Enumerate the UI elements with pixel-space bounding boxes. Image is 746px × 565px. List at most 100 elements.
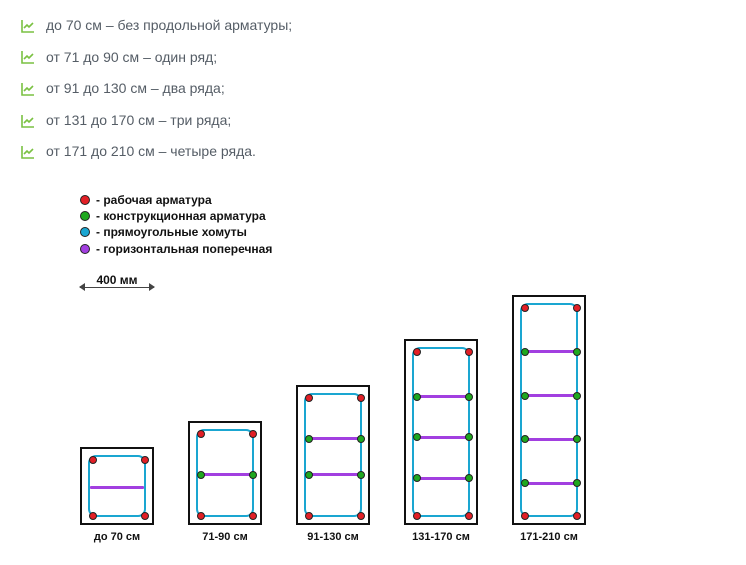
requirements-list: до 70 см – без продольной арматуры; от 7… bbox=[20, 12, 726, 170]
rebar-dot-icon bbox=[465, 512, 473, 520]
stirrup bbox=[412, 347, 470, 517]
rebar-dot-icon bbox=[197, 512, 205, 520]
rebar-dot-icon bbox=[521, 512, 529, 520]
section-column: до 70 см bbox=[80, 447, 154, 543]
rebar-dot-icon bbox=[141, 456, 149, 464]
section-label: 131-170 см bbox=[412, 531, 470, 543]
rebar-dot-icon bbox=[249, 512, 257, 520]
horizontal-bar bbox=[306, 473, 360, 476]
section-label: 71-90 см bbox=[202, 531, 247, 543]
chart-icon bbox=[20, 144, 36, 160]
rebar-dot-icon bbox=[357, 512, 365, 520]
legend-label: - горизонтальная поперечная bbox=[96, 241, 272, 257]
rebar-dot-icon bbox=[521, 348, 529, 356]
section-box bbox=[512, 295, 586, 525]
rebar-dot-icon bbox=[197, 430, 205, 438]
chart-icon bbox=[20, 113, 36, 129]
horizontal-bar bbox=[90, 486, 144, 489]
rebar-dot-icon bbox=[141, 512, 149, 520]
horizontal-bar bbox=[522, 350, 576, 353]
section-column: 71-90 см bbox=[188, 421, 262, 543]
rebar-dot-icon bbox=[521, 392, 529, 400]
horizontal-bar bbox=[198, 473, 252, 476]
rebar-dot-icon bbox=[413, 393, 421, 401]
rebar-dot-icon bbox=[573, 435, 581, 443]
horizontal-bar bbox=[414, 477, 468, 480]
rebar-dot-icon bbox=[89, 512, 97, 520]
section-column: 91-130 см bbox=[296, 385, 370, 543]
section-column: 171-210 см bbox=[512, 295, 586, 543]
section-box bbox=[296, 385, 370, 525]
rebar-dot-icon bbox=[413, 348, 421, 356]
legend-label: - конструкционная арматура bbox=[96, 208, 266, 224]
rebar-dot-icon bbox=[249, 430, 257, 438]
rebar-dot-icon bbox=[413, 474, 421, 482]
rebar-dot-icon bbox=[521, 479, 529, 487]
legend-item: - прямоугольные хомуты bbox=[80, 224, 716, 240]
list-item-text: от 71 до 90 см – один ряд; bbox=[46, 48, 217, 68]
horizontal-bar bbox=[522, 438, 576, 441]
list-item-text: от 171 до 210 см – четыре ряда. bbox=[46, 142, 256, 162]
rebar-dot-icon bbox=[573, 512, 581, 520]
rebar-dot-icon bbox=[249, 471, 257, 479]
section-box bbox=[80, 447, 154, 525]
legend-item: - горизонтальная поперечная bbox=[80, 241, 716, 257]
list-item: от 171 до 210 см – четыре ряда. bbox=[20, 138, 726, 170]
rebar-dot-icon bbox=[465, 393, 473, 401]
list-item: от 91 до 130 см – два ряда; bbox=[20, 75, 726, 107]
section-box bbox=[404, 339, 478, 525]
chart-icon bbox=[20, 18, 36, 34]
rebar-dot-icon bbox=[573, 392, 581, 400]
rebar-dot-icon bbox=[465, 474, 473, 482]
rebar-dot-icon bbox=[465, 433, 473, 441]
chart-icon bbox=[20, 49, 36, 65]
rebar-dot-icon bbox=[573, 304, 581, 312]
section-label: до 70 см bbox=[94, 531, 140, 543]
rebar-dot-icon bbox=[305, 471, 313, 479]
rebar-dot-icon bbox=[521, 304, 529, 312]
rebar-dot-icon bbox=[197, 471, 205, 479]
rebar-dot-icon bbox=[413, 433, 421, 441]
legend-dot-icon bbox=[80, 195, 90, 205]
list-item-text: от 91 до 130 см – два ряда; bbox=[46, 79, 225, 99]
rebar-dot-icon bbox=[357, 394, 365, 402]
rebar-dot-icon bbox=[573, 479, 581, 487]
horizontal-bar bbox=[414, 436, 468, 439]
legend-item: - рабочая арматура bbox=[80, 192, 716, 208]
legend-label: - рабочая арматура bbox=[96, 192, 212, 208]
width-label: 400 мм bbox=[80, 273, 154, 288]
list-item-text: от 131 до 170 см – три ряда; bbox=[46, 111, 231, 131]
stirrup bbox=[520, 303, 578, 517]
rebar-dot-icon bbox=[305, 394, 313, 402]
legend-label: - прямоугольные хомуты bbox=[96, 224, 247, 240]
rebar-dot-icon bbox=[521, 435, 529, 443]
horizontal-bar bbox=[522, 482, 576, 485]
legend-item: - конструкционная арматура bbox=[80, 208, 716, 224]
rebar-dot-icon bbox=[89, 456, 97, 464]
diagram: - рабочая арматура- конструкционная арма… bbox=[20, 188, 726, 553]
horizontal-bar bbox=[522, 394, 576, 397]
legend-dot-icon bbox=[80, 244, 90, 254]
list-item: от 131 до 170 см – три ряда; bbox=[20, 107, 726, 139]
horizontal-bar bbox=[414, 395, 468, 398]
sections-row: до 70 см 71-90 см 91-130 см 131-170 см 171-2… bbox=[80, 295, 716, 543]
legend-dot-icon bbox=[80, 211, 90, 221]
section-label: 171-210 см bbox=[520, 531, 578, 543]
rebar-dot-icon bbox=[413, 512, 421, 520]
rebar-dot-icon bbox=[573, 348, 581, 356]
list-item-text: до 70 см – без продольной арматуры; bbox=[46, 16, 292, 36]
rebar-dot-icon bbox=[357, 435, 365, 443]
rebar-dot-icon bbox=[465, 348, 473, 356]
rebar-dot-icon bbox=[305, 435, 313, 443]
list-item: от 71 до 90 см – один ряд; bbox=[20, 44, 726, 76]
horizontal-bar bbox=[306, 437, 360, 440]
section-label: 91-130 см bbox=[307, 531, 359, 543]
rebar-dot-icon bbox=[357, 471, 365, 479]
stirrup bbox=[304, 393, 362, 517]
section-column: 131-170 см bbox=[404, 339, 478, 543]
list-item: до 70 см – без продольной арматуры; bbox=[20, 12, 726, 44]
chart-icon bbox=[20, 81, 36, 97]
section-box bbox=[188, 421, 262, 525]
legend: - рабочая арматура- конструкционная арма… bbox=[80, 192, 716, 257]
legend-dot-icon bbox=[80, 227, 90, 237]
